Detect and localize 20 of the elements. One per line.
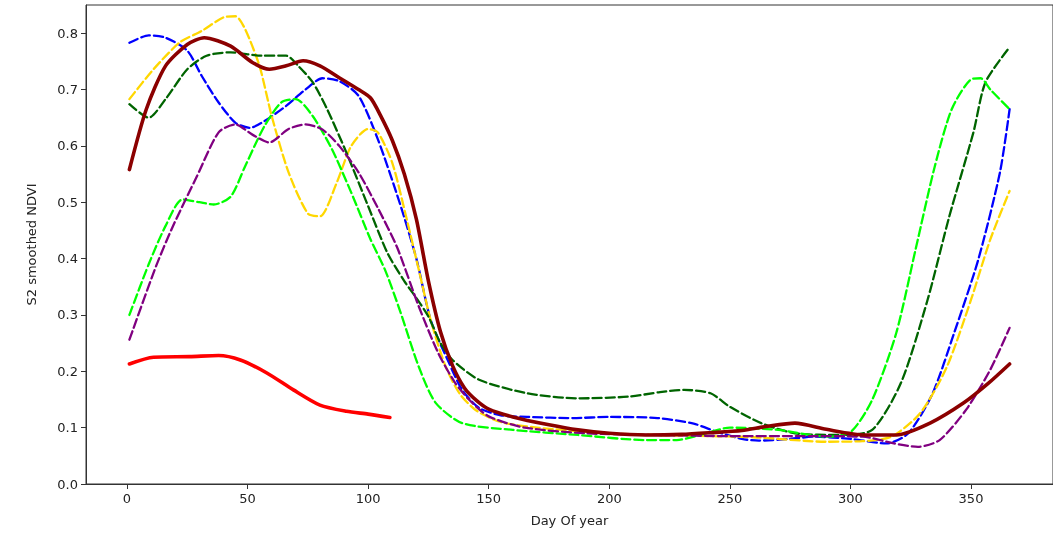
x-tick-label: 100 [355,491,381,506]
y-tick-label: 0.3 [57,307,78,323]
x-tick-label: 200 [596,491,622,506]
y-tick-label: 0.4 [57,251,78,267]
y-tick-label: 0.2 [57,363,78,379]
line-series [127,353,392,420]
x-tick-label: 150 [476,491,502,506]
y-tick-label: 0.7 [57,82,78,98]
y-tick-label: 0.5 [57,194,78,210]
y-tick-label: 0.0 [57,476,78,492]
y-axis-title: S2 smoothed NDVI [24,183,39,306]
x-tick-label: 250 [717,491,743,506]
x-tick-label: 0 [122,491,132,506]
x-tick-label: 350 [958,491,984,506]
x-tick-label: 300 [838,491,863,506]
y-tick-label: 0.8 [57,25,78,41]
y-tick-label: 0.6 [57,138,78,154]
x-axis-title: Day Of year [530,513,610,528]
x-tick-label: 50 [239,491,256,506]
y-tick-label: 0.1 [57,420,78,436]
